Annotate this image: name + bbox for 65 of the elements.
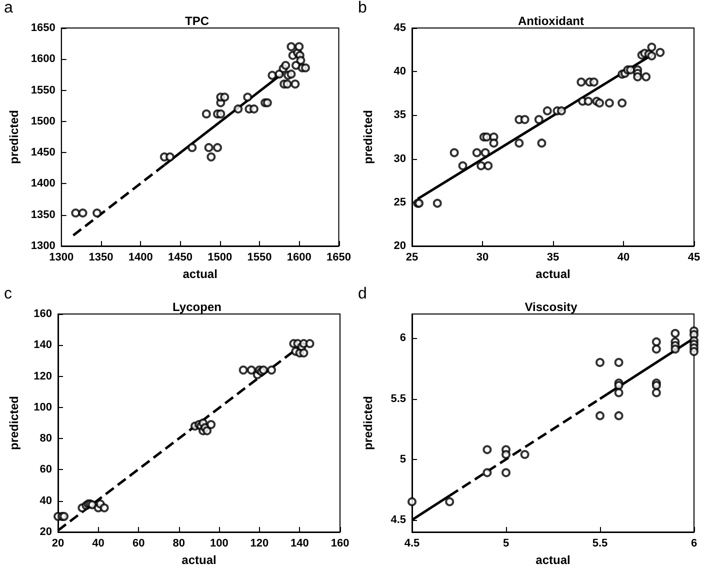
y-tick-label: 4.5 bbox=[390, 514, 406, 526]
x-tick-label: 60 bbox=[132, 538, 145, 550]
x-tick-label: 1400 bbox=[128, 252, 153, 264]
x-tick-label: 140 bbox=[290, 538, 309, 550]
x-tick-label: 45 bbox=[688, 252, 700, 264]
x-tick-label: 120 bbox=[250, 538, 269, 550]
x-tick-label: 20 bbox=[52, 538, 64, 550]
x-axis-title: actual bbox=[536, 553, 570, 567]
x-tick-label: 35 bbox=[546, 252, 560, 264]
x-tick-label: 1600 bbox=[286, 252, 312, 264]
x-tick-label: 160 bbox=[330, 538, 350, 550]
x-tick-label: 6 bbox=[690, 538, 698, 550]
x-tick-label: 1550 bbox=[247, 252, 272, 264]
y-tick-label: 60 bbox=[40, 464, 52, 476]
y-tick-label: 5 bbox=[400, 453, 406, 466]
y-tick-label: 35 bbox=[394, 109, 406, 122]
text: c bbox=[4, 286, 12, 302]
chart-title: Antioxidant bbox=[518, 14, 584, 28]
y-tick-label: 1650 bbox=[30, 22, 56, 34]
y-tick-label: 100 bbox=[34, 401, 52, 414]
y-tick-label: 1350 bbox=[30, 208, 56, 221]
x-tick-label: 5 bbox=[502, 538, 510, 550]
x-tick-label: 1450 bbox=[168, 252, 192, 264]
chart-title: TPC bbox=[185, 14, 210, 28]
y-axis-title: predicted bbox=[361, 110, 375, 164]
y-axis-title: predicted bbox=[361, 396, 375, 450]
x-axis-title: actual bbox=[182, 553, 216, 567]
x-tick-label: 1300 bbox=[49, 252, 74, 264]
x-axis-title: actual bbox=[536, 267, 570, 281]
x-tick-label: 1650 bbox=[326, 252, 352, 264]
y-tick-label: 140 bbox=[34, 339, 52, 352]
y-tick-label: 30 bbox=[394, 152, 406, 165]
y-tick-label: 120 bbox=[34, 370, 52, 382]
x-axis-title: actual bbox=[182, 267, 218, 281]
x-tick-label: 40 bbox=[617, 252, 630, 264]
y-tick-label: 25 bbox=[394, 196, 406, 208]
chart-title: Lycopen bbox=[172, 300, 222, 314]
y-tick-label: 45 bbox=[394, 22, 406, 34]
x-tick-label: 30 bbox=[476, 252, 489, 264]
text: b bbox=[358, 0, 367, 16]
x-tick-label: 40 bbox=[92, 538, 104, 550]
y-tick-label: 20 bbox=[40, 526, 52, 538]
text: a bbox=[4, 0, 13, 16]
y-tick-label: 1300 bbox=[30, 240, 56, 252]
x-tick-label: 100 bbox=[210, 538, 228, 550]
y-tick-label: 1500 bbox=[30, 115, 56, 128]
y-tick-label: 1450 bbox=[30, 146, 56, 159]
text: d bbox=[358, 286, 367, 302]
y-tick-label: 160 bbox=[34, 308, 52, 320]
x-tick-label: 1500 bbox=[208, 252, 232, 264]
x-tick-label: 1350 bbox=[88, 252, 114, 264]
y-tick-label: 40 bbox=[394, 66, 406, 78]
y-tick-label: 20 bbox=[394, 240, 406, 252]
y-tick-label: 80 bbox=[40, 432, 52, 445]
y-tick-label: 1550 bbox=[30, 84, 56, 96]
chart-title: Viscosity bbox=[524, 300, 578, 314]
y-tick-label: 1400 bbox=[30, 178, 56, 190]
y-axis-title: predicted bbox=[7, 110, 21, 164]
y-tick-label: 40 bbox=[40, 494, 52, 507]
x-tick-label: 80 bbox=[172, 538, 185, 550]
y-axis-title: predicted bbox=[7, 396, 21, 450]
y-tick-label: 1600 bbox=[30, 53, 56, 66]
x-tick-label: 5.5 bbox=[592, 538, 608, 550]
y-tick-label: 5.5 bbox=[390, 392, 406, 405]
y-tick-label: 6 bbox=[400, 332, 406, 344]
